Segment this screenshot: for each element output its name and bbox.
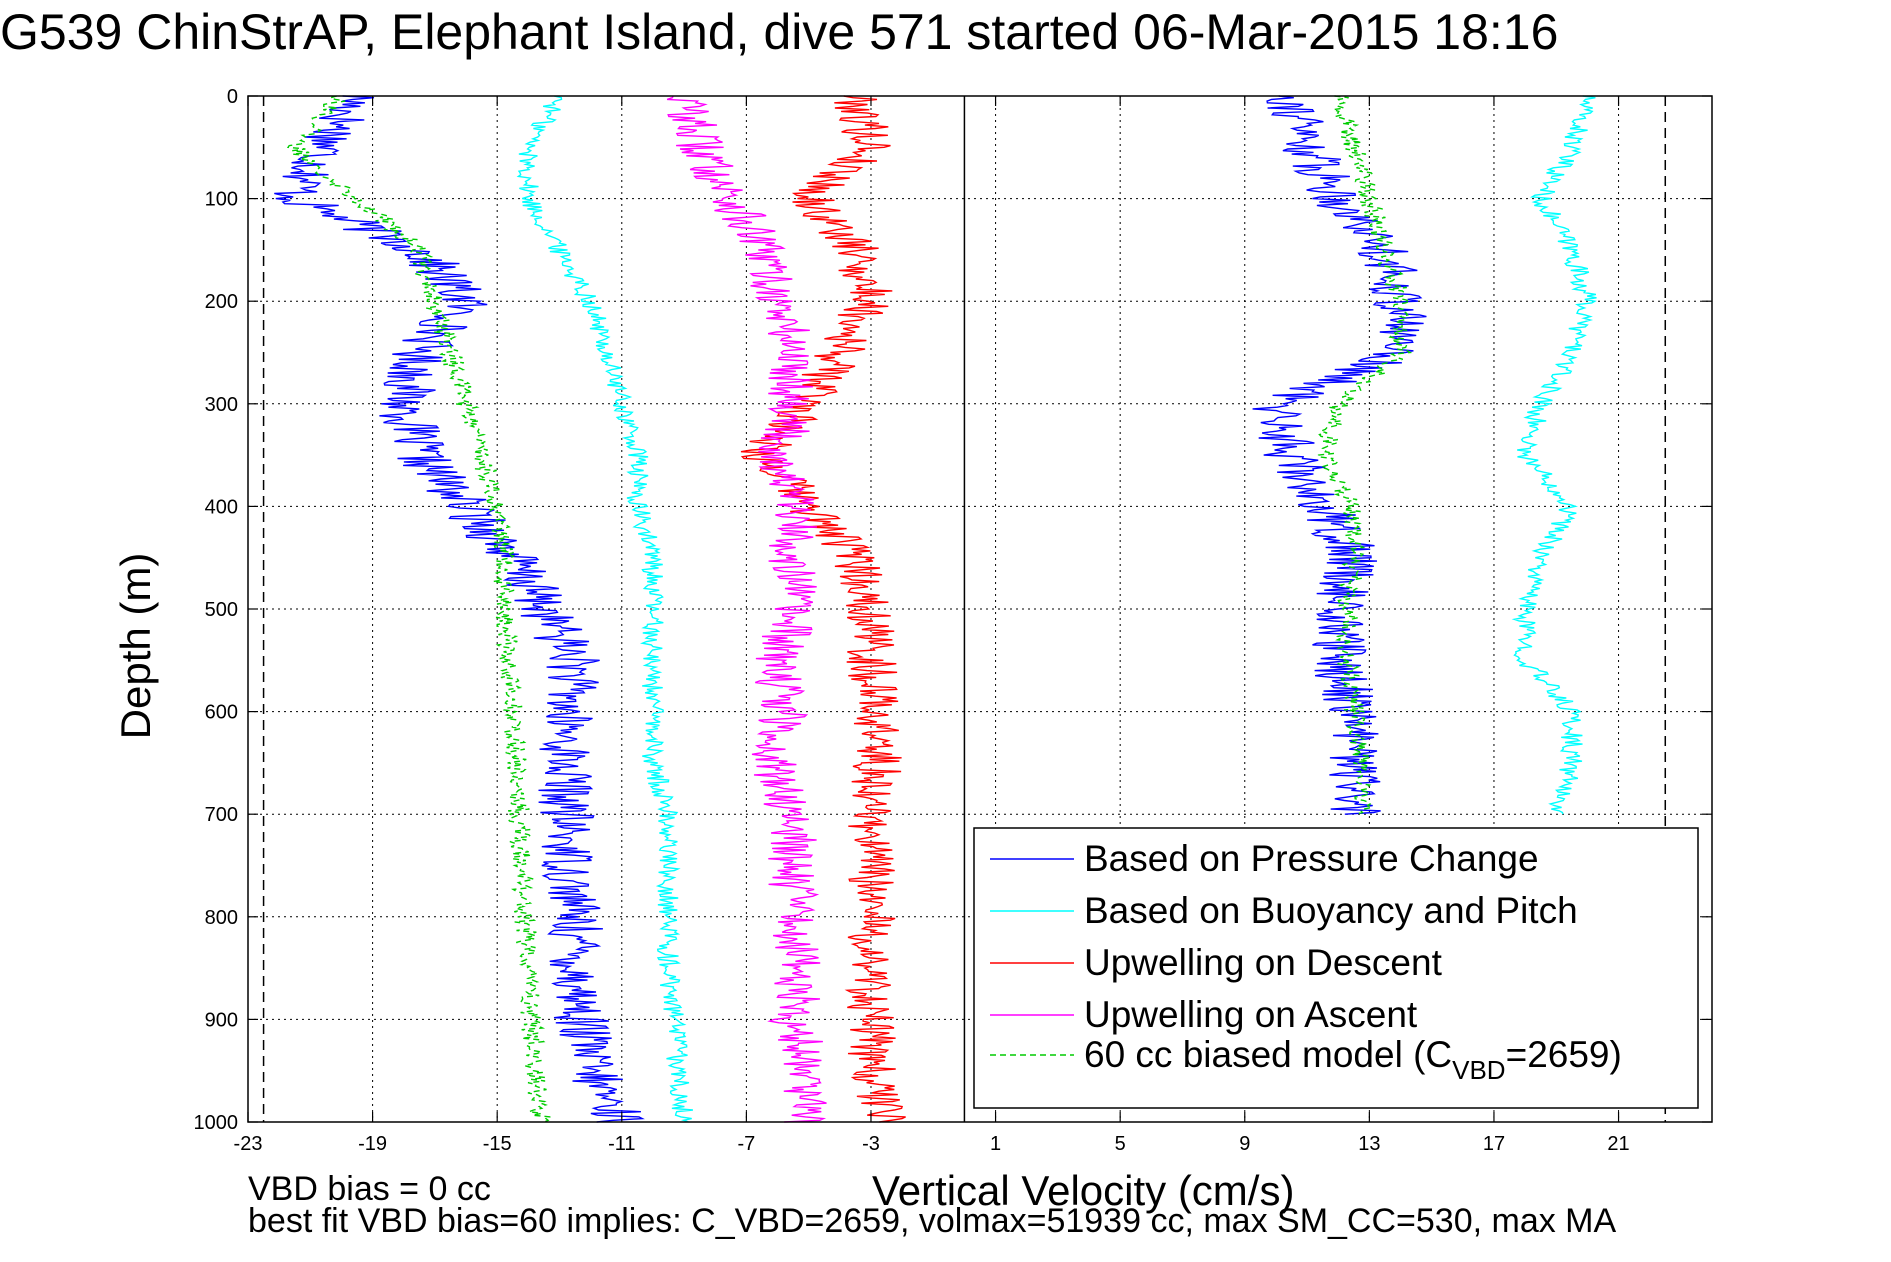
x-tick-label: -23 — [234, 1133, 263, 1155]
y-tick-label: 0 — [227, 86, 238, 108]
x-tick-label: 5 — [1115, 1133, 1126, 1155]
x-tick-label: -19 — [358, 1133, 387, 1155]
series-line-ascent — [1252, 95, 1427, 815]
legend: Based on Pressure Change Based on Buoyanc… — [973, 827, 1699, 1109]
legend-box — [973, 827, 1699, 1109]
y-tick-label: 900 — [205, 1009, 238, 1031]
vbd-bias-note: VBD bias = 0 cc — [248, 1170, 491, 1208]
y-tick-label: 400 — [205, 496, 238, 518]
x-tick-label: 9 — [1239, 1133, 1250, 1155]
legend-label-subscript: VBD — [1452, 1055, 1505, 1085]
series-line-descent — [666, 95, 827, 1123]
x-tick-label: -11 — [608, 1133, 635, 1155]
y-tick-label: 300 — [205, 394, 238, 416]
series-layer — [274, 95, 1597, 1123]
x-tick-label: 1 — [990, 1133, 1001, 1155]
legend-label-suffix: =2659) — [1506, 1034, 1622, 1075]
series-line-descent — [516, 95, 693, 1123]
legend-label: Based on Pressure Change — [1084, 838, 1539, 879]
series-line-ascent — [1317, 95, 1413, 815]
legend-label: Based on Buoyancy and Pitch — [1084, 890, 1578, 931]
x-tick-label: -7 — [737, 1133, 755, 1155]
y-tick-label: 100 — [205, 189, 238, 211]
series-line-descent — [740, 95, 906, 1123]
x-tick-label: 13 — [1358, 1133, 1380, 1155]
y-axis-label: Depth (m) — [112, 552, 159, 740]
y-tick-label: 200 — [205, 291, 238, 313]
y-tick-label: 600 — [205, 702, 238, 724]
legend-label: Upwelling on Descent — [1084, 942, 1443, 983]
series-line-descent — [274, 95, 645, 1123]
y-tick-label: 700 — [205, 804, 238, 826]
x-tick-label: 17 — [1483, 1133, 1505, 1155]
y-tick-label: 800 — [205, 907, 238, 929]
axes-layer: -23 -19 -15 -11 -7 -3 1 5 9 13 17 21 0 100 200 300 400 50… — [194, 86, 1713, 1155]
x-tick-label: 21 — [1607, 1133, 1629, 1155]
y-tick-label: 500 — [205, 599, 238, 621]
x-tick-label: -15 — [483, 1133, 512, 1155]
legend-label: Upwelling on Ascent — [1084, 994, 1418, 1035]
y-tick-label: 1000 — [194, 1112, 239, 1134]
best-fit-note: best fit VBD bias=60 implies: C_VBD=2659… — [248, 1202, 1617, 1240]
x-tick-label: -3 — [862, 1133, 880, 1155]
x-axis-label: Vertical Velocity (cm/s) — [872, 1167, 1295, 1214]
series-line-ascent — [1511, 95, 1597, 815]
chart-title: G539 ChinStrAP, Elephant Island, dive 57… — [0, 4, 1559, 60]
series-line-descent — [286, 95, 551, 1123]
